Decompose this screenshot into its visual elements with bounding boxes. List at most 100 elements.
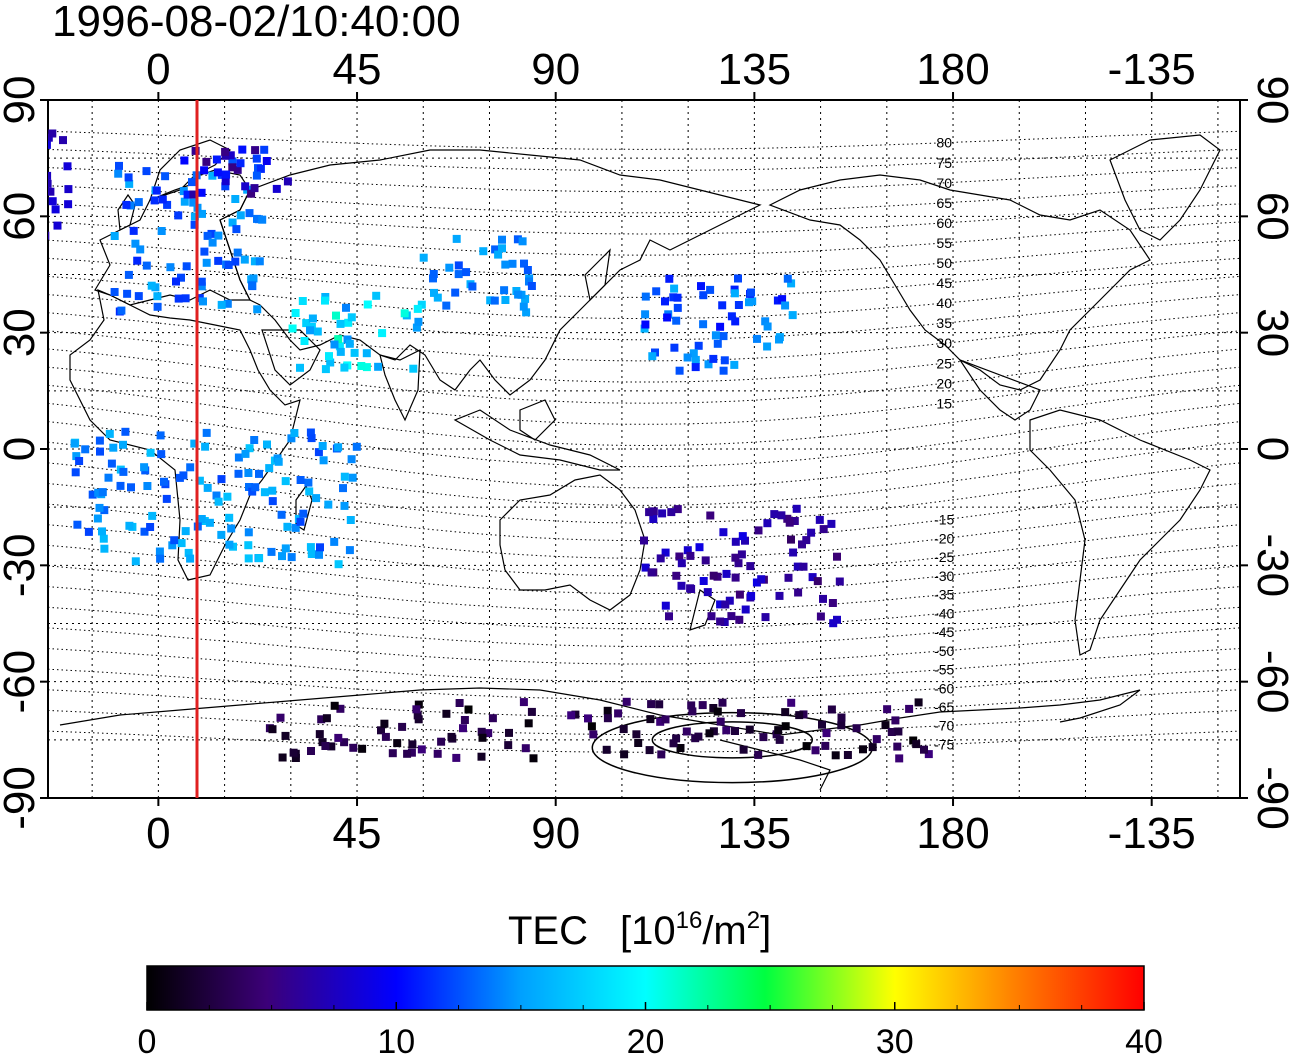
tec-point — [711, 331, 720, 340]
tec-point — [905, 704, 914, 713]
tec-point — [505, 728, 513, 737]
tec-point — [720, 356, 729, 365]
tec-point — [813, 577, 822, 586]
tec-point — [147, 281, 156, 290]
lat-label-right: 60 — [1248, 192, 1292, 241]
tec-point — [455, 699, 464, 707]
tec-point — [321, 296, 329, 305]
tec-point — [75, 457, 84, 465]
tec-point — [794, 588, 803, 597]
lat-label-left: 60 — [0, 192, 44, 241]
tec-point — [603, 706, 612, 715]
colorbar-tick-label: 10 — [377, 1023, 415, 1057]
tec-point — [174, 211, 183, 220]
tec-point — [661, 601, 670, 610]
tec-point — [754, 750, 763, 759]
tec-point — [156, 554, 165, 563]
tec-point — [731, 573, 740, 582]
tec-point — [704, 360, 713, 369]
tec-point — [0, 517, 4, 525]
tec-point — [177, 273, 185, 282]
tec-point — [315, 550, 323, 559]
tec-point — [51, 205, 60, 214]
tec-point — [244, 469, 253, 477]
contour-label: -55 — [934, 662, 954, 678]
colorbar-tick-label: 30 — [876, 1023, 914, 1057]
tec-point — [223, 299, 232, 308]
tec-point — [127, 483, 135, 492]
tec-point — [48, 197, 57, 206]
tec-point — [175, 473, 184, 482]
colorbar-label: TEC — [508, 909, 588, 953]
coastline-newzealand — [689, 589, 716, 631]
tec-point — [656, 717, 665, 726]
tec-point — [699, 320, 708, 329]
tec-point — [521, 744, 530, 753]
tec-point — [334, 335, 343, 344]
tec-point — [315, 730, 324, 739]
tec-point — [312, 494, 321, 503]
tec-point — [253, 305, 262, 314]
tec-point — [180, 156, 189, 165]
tec-point — [99, 534, 108, 543]
tec-point — [189, 190, 198, 199]
tec-point — [208, 171, 217, 180]
plot-title: 1996-08-02/10:40:00 — [52, 0, 461, 46]
tec-point — [527, 707, 536, 716]
tec-point — [827, 519, 836, 528]
tec-point — [895, 754, 904, 763]
tec-point — [349, 743, 358, 752]
tec-point — [201, 442, 210, 451]
contour-label: 55 — [936, 235, 952, 251]
tec-point — [110, 232, 119, 240]
tec-point — [647, 700, 656, 709]
tec-point — [775, 735, 784, 744]
tec-point — [197, 277, 206, 286]
tec-point — [221, 147, 230, 156]
tec-point — [200, 247, 209, 256]
tec-point — [738, 532, 747, 541]
tec-point — [222, 170, 231, 179]
tec-point — [837, 721, 846, 730]
tec-point — [48, 187, 55, 196]
tec-point — [452, 234, 461, 243]
tec-point — [419, 253, 428, 262]
tec-point — [189, 198, 198, 207]
tec-point — [746, 562, 755, 571]
tec-point — [433, 749, 442, 758]
tec-point — [330, 537, 339, 546]
tec-point — [296, 476, 305, 484]
tec-point — [727, 612, 736, 621]
tec-point — [199, 297, 207, 306]
contour-label: -75 — [934, 736, 954, 752]
lat-label-right: 90 — [1248, 76, 1292, 125]
tec-point — [125, 179, 134, 188]
tec-point — [445, 263, 454, 272]
tec-point — [48, 231, 50, 240]
tec-point — [514, 290, 523, 299]
tec-point — [819, 594, 827, 603]
tec-point — [291, 754, 300, 762]
tec-point — [245, 209, 254, 218]
tec-point — [647, 568, 656, 577]
tec-point — [698, 701, 707, 710]
tec-point — [673, 505, 682, 514]
tec-point — [263, 440, 271, 449]
tec-point — [614, 709, 623, 718]
colorbar-unit-prefix: [10 — [620, 909, 676, 953]
tec-point — [362, 349, 371, 358]
tec-point — [281, 731, 290, 740]
tec-point — [202, 157, 211, 166]
tec-point — [763, 519, 772, 528]
tec-point — [330, 701, 339, 710]
mag-lat-contour — [48, 441, 1240, 506]
tec-point — [504, 741, 513, 750]
lat-label-left: -30 — [0, 534, 44, 598]
tec-point — [775, 591, 784, 600]
lon-label-bottom: 0 — [146, 809, 170, 858]
tec-point — [718, 301, 727, 310]
tec-point — [752, 578, 761, 587]
tec-point — [819, 525, 828, 534]
tec-point — [442, 709, 451, 718]
tec-point — [437, 737, 446, 746]
